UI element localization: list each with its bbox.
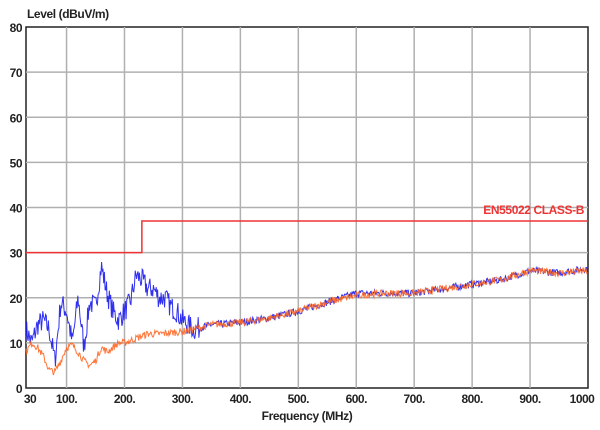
x-tick-label: 800. <box>461 392 483 406</box>
y-tick-label: 60 <box>10 111 23 125</box>
series-group <box>25 261 588 376</box>
x-tick-label: 500. <box>288 392 310 406</box>
y-tick-label: 70 <box>10 66 23 80</box>
limit-line-label: EN55022 CLASS-B <box>483 203 584 217</box>
x-tick-label: 400. <box>230 392 252 406</box>
series-line-2 <box>25 266 588 376</box>
x-tick-label: 100. <box>56 392 78 406</box>
y-tick-label: 30 <box>10 247 23 261</box>
y-tick-label: 80 <box>10 21 23 35</box>
x-tick-label: 300. <box>172 392 194 406</box>
limit-line-group <box>26 220 588 254</box>
y-tick-label: 40 <box>10 202 23 216</box>
x-tick-label: 1000 <box>570 392 596 406</box>
y-axis-label: Level (dBuV/m) <box>27 7 109 21</box>
tick-labels: 30 100. 200. 300. 400. 500. 600. 700. 800. 900. 10… <box>10 21 596 406</box>
x-tick-label: 600. <box>346 392 368 406</box>
y-tick-label: 10 <box>10 337 23 351</box>
limit-line <box>26 220 588 254</box>
x-tick-label: 30 <box>24 392 37 406</box>
y-tick-label: 50 <box>10 156 23 170</box>
y-tick-label: 20 <box>10 292 23 306</box>
x-tick-label: 200. <box>114 392 136 406</box>
y-tick-label: 0 <box>16 382 23 396</box>
x-tick-label: 700. <box>404 392 426 406</box>
x-axis-label: Frequency (MHz) <box>262 409 353 423</box>
x-tick-label: 900. <box>519 392 541 406</box>
